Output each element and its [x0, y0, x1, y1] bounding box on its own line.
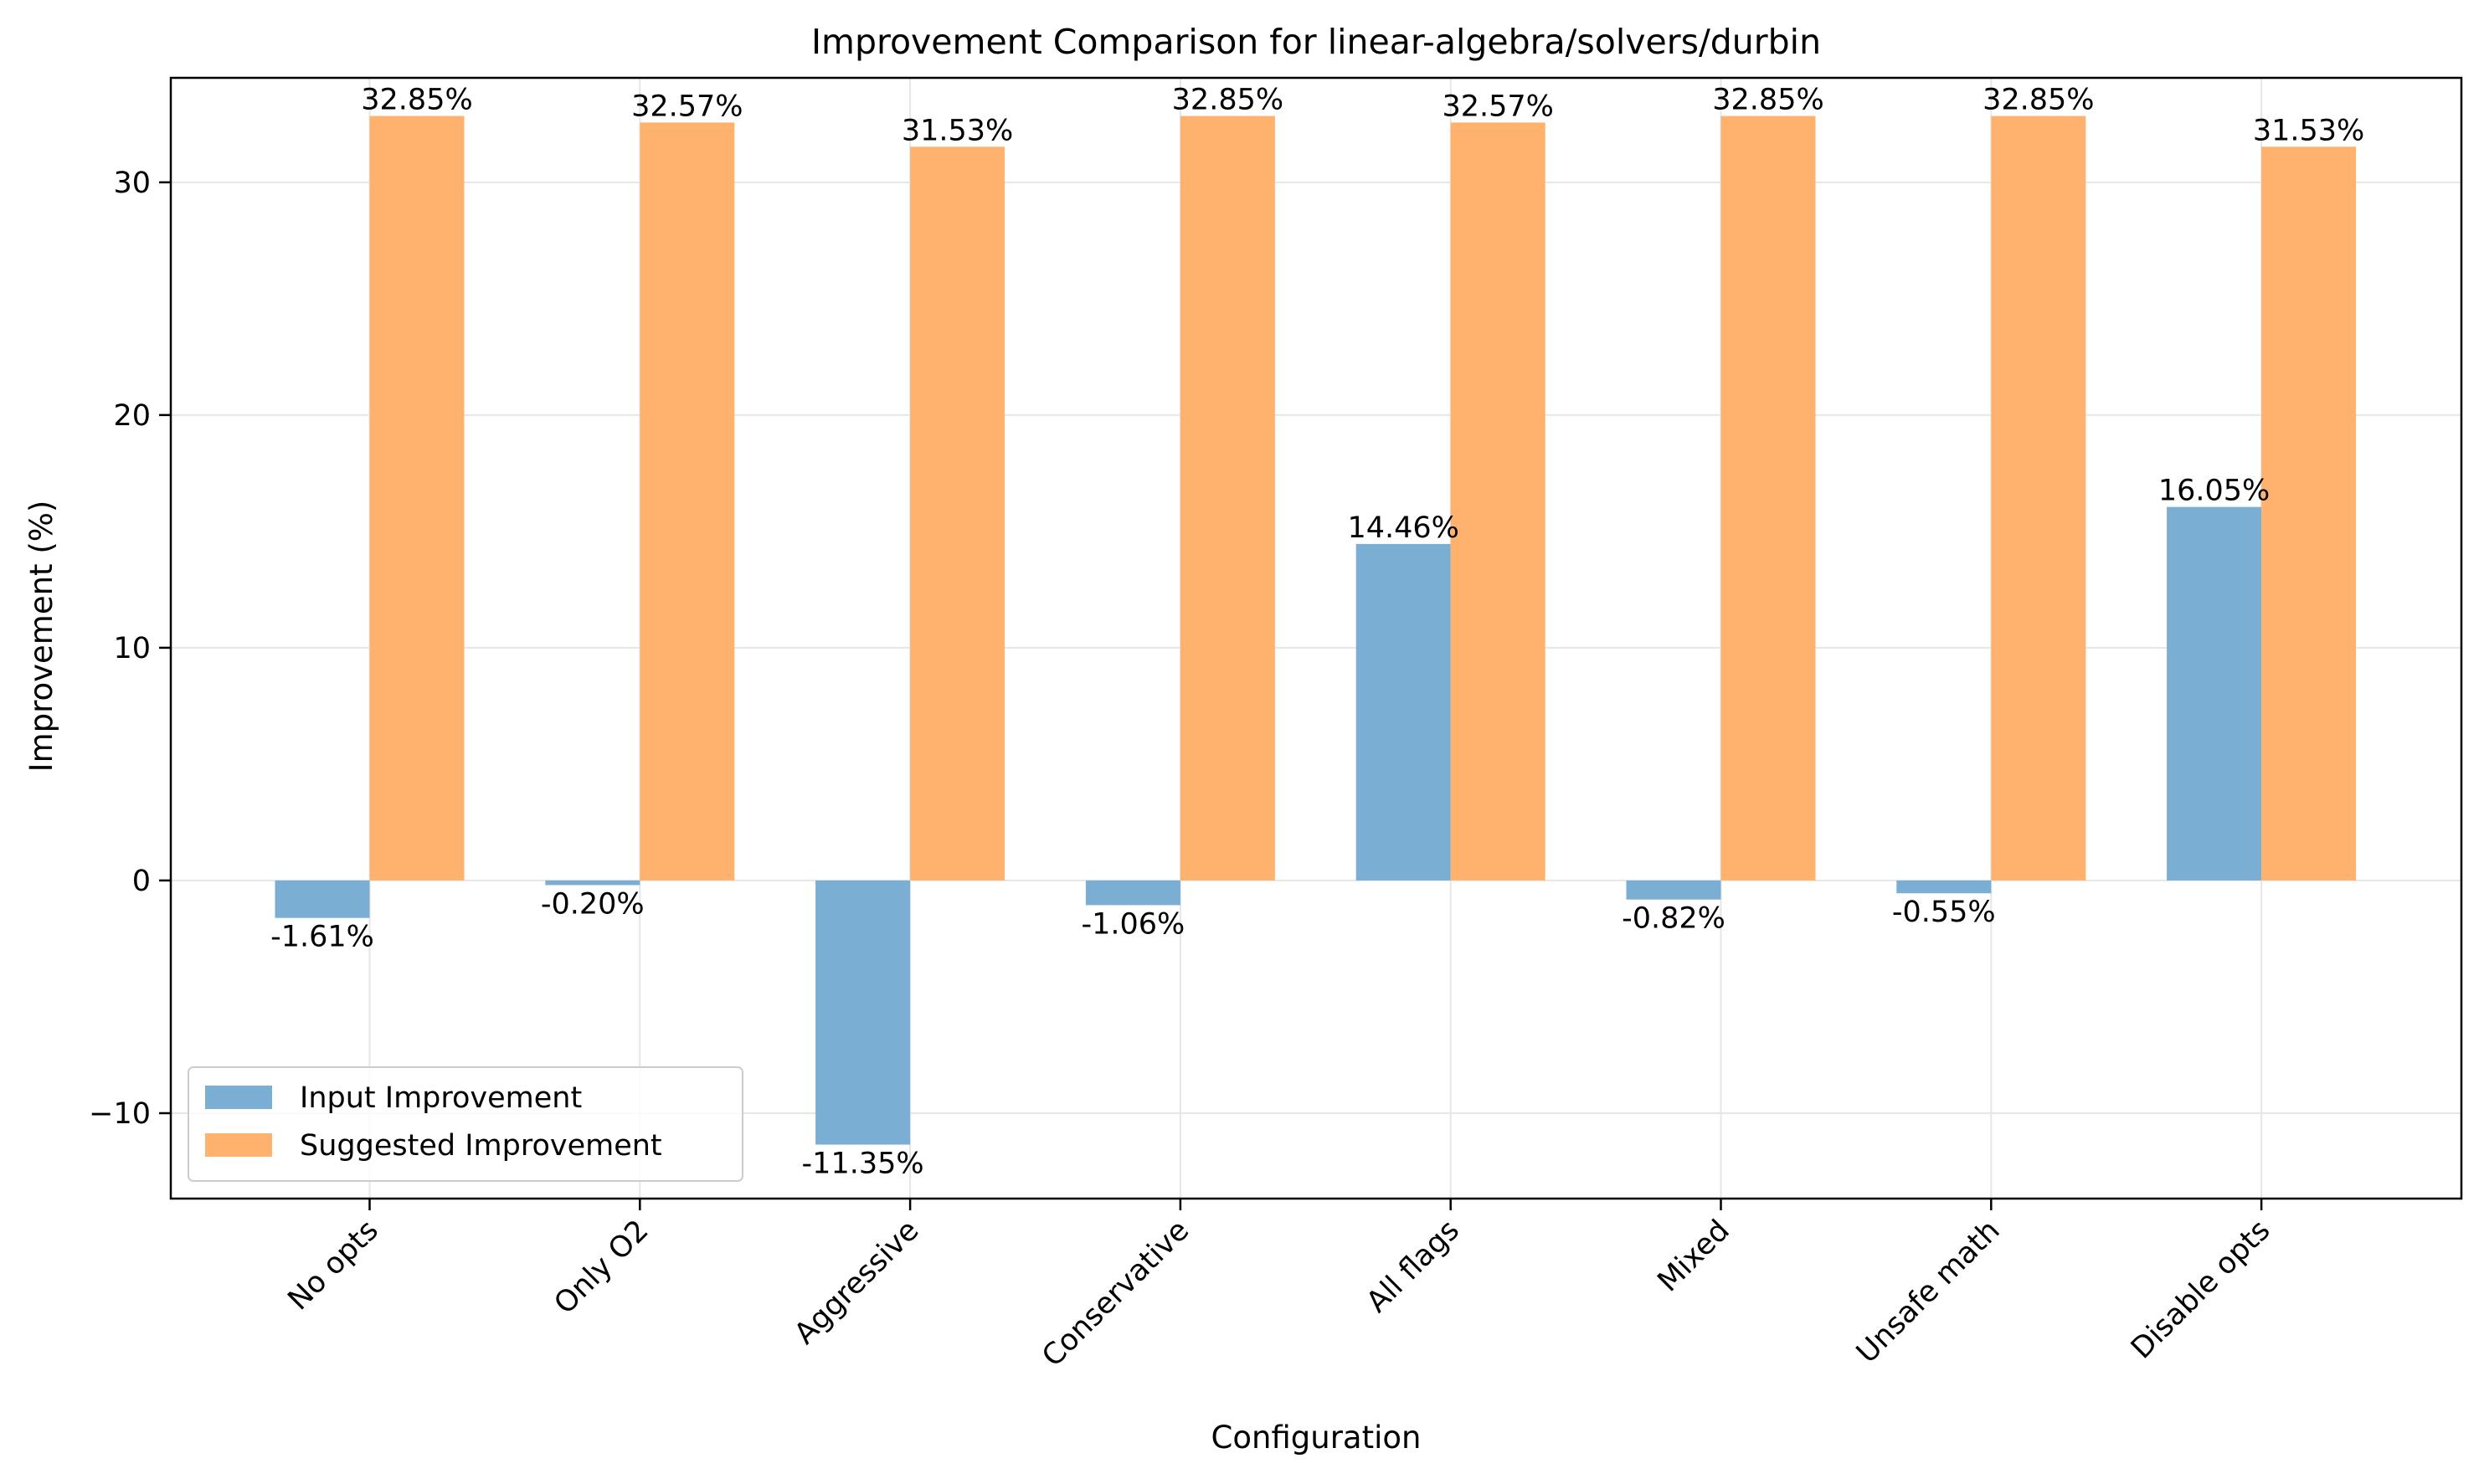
data-labels: -1.61% -0.20% -11.35% -1.06% 14.46% -0.82% -0.… — [270, 84, 2364, 1181]
suggested-improvement-value-label: 32.57% — [1442, 90, 1553, 123]
input-improvement-bar — [1355, 543, 1451, 881]
input-improvement-bar — [1896, 880, 1992, 894]
input-improvement-bar — [1085, 880, 1180, 906]
suggested-improvement-bar — [1450, 122, 1545, 881]
legend-label-input: Input Improvement — [300, 1081, 582, 1115]
y-tick-label: −10 — [89, 1097, 151, 1131]
suggested-improvement-value-label: 31.53% — [902, 114, 1013, 147]
suggested-improvement-bar — [2261, 146, 2357, 881]
legend-swatch-suggested — [205, 1133, 272, 1157]
input-improvement-bar — [545, 880, 640, 886]
input-improvement-bar — [815, 880, 911, 1145]
y-axis-ticks: −10 0 10 20 30 — [89, 167, 171, 1131]
suggested-improvement-value-label: 32.57% — [631, 90, 743, 123]
y-tick-label: 0 — [132, 865, 151, 898]
chart-title: Improvement Comparison for linear-algebr… — [811, 22, 1821, 62]
suggested-improvement-value-label: 31.53% — [2253, 114, 2364, 147]
bars — [275, 116, 2357, 1145]
input-improvement-value-label: -0.20% — [541, 887, 645, 921]
suggested-improvement-bar — [1180, 116, 1275, 881]
y-axis-label: Improvement (%) — [23, 501, 59, 773]
input-improvement-bar — [2167, 506, 2262, 881]
input-improvement-value-label: -1.06% — [1081, 907, 1185, 941]
input-improvement-bar — [275, 880, 370, 918]
suggested-improvement-value-label: 32.85% — [361, 84, 472, 117]
suggested-improvement-value-label: 32.85% — [1172, 84, 1283, 117]
y-tick-label: 30 — [113, 167, 151, 200]
legend-swatch-input — [205, 1086, 272, 1109]
legend-box — [188, 1066, 743, 1182]
input-improvement-value-label: -1.61% — [270, 921, 374, 954]
input-improvement-value-label: -11.35% — [802, 1147, 924, 1180]
legend-label-suggested: Suggested Improvement — [300, 1129, 662, 1163]
input-improvement-bar — [1626, 880, 1721, 900]
suggested-improvement-bar — [1720, 116, 1816, 881]
input-improvement-value-label: -0.82% — [1622, 902, 1725, 936]
suggested-improvement-bar — [369, 116, 465, 881]
input-improvement-value-label: 16.05% — [2158, 475, 2270, 508]
suggested-improvement-bar — [640, 122, 735, 881]
input-improvement-value-label: -0.55% — [1892, 896, 1996, 929]
y-tick-label: 10 — [113, 632, 151, 665]
legend: Input Improvement Suggested Improvement — [188, 1066, 743, 1182]
x-axis-label: Configuration — [1211, 1420, 1422, 1456]
suggested-improvement-value-label: 32.85% — [1983, 84, 2094, 117]
input-improvement-value-label: 14.46% — [1347, 511, 1458, 545]
y-tick-label: 20 — [113, 399, 151, 433]
suggested-improvement-bar — [910, 146, 1005, 881]
suggested-improvement-bar — [1991, 116, 2086, 881]
plot-frame — [169, 76, 2463, 1200]
suggested-improvement-value-label: 32.85% — [1712, 84, 1823, 117]
